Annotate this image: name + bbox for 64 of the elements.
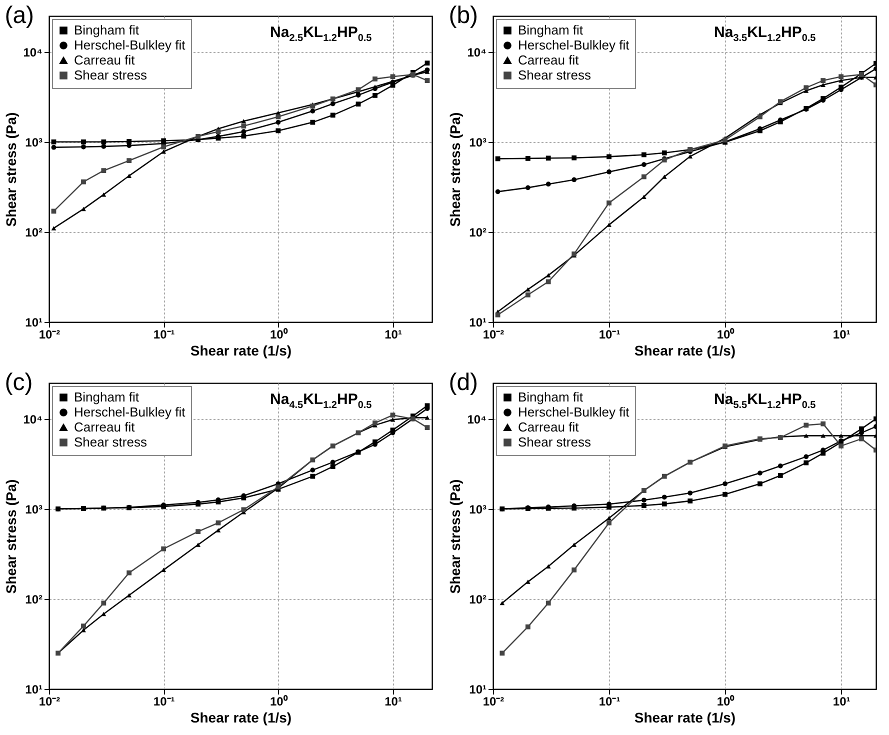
y-axis-title: Shear stress (Pa) — [447, 479, 464, 594]
x-tick-label: 10⁻¹ — [598, 328, 620, 342]
annotation: Na$_{3.5}$KL$_{1.2}$HP$_{0.5}$ — [714, 24, 816, 44]
legend-label: Herschel-Bulkley fit — [518, 404, 630, 420]
y-tick-label: 10³ — [25, 135, 43, 150]
y-tick-label: 10¹ — [469, 682, 487, 696]
annotation: Na$_{4.5}$KL$_{1.2}$HP$_{0.5}$ — [270, 391, 372, 411]
x-tick-label: 10⁰ — [270, 328, 288, 342]
x-tick-label: 10⁻² — [482, 328, 504, 342]
x-tick-label: 10⁰ — [716, 328, 736, 342]
legend-label: Carreau fit — [518, 420, 580, 434]
y-tick-label: 10³ — [25, 502, 43, 516]
y-axis-title: Shear stress (Pa) — [3, 479, 20, 594]
legend-label: Herschel-Bulkley fit — [518, 38, 630, 52]
legend-label: Carreau fit — [74, 420, 136, 434]
x-tick-label: 10⁻¹ — [153, 328, 175, 342]
x-tick-label: 10¹ — [832, 328, 850, 342]
annotation: Na$_{2.5}$KL$_{1.2}$HP$_{0.5}$ — [270, 24, 372, 44]
y-tick-label: 10⁴ — [467, 412, 487, 426]
y-tick-label: 10³ — [469, 502, 487, 516]
legend-label: Herschel-Bulkley fit — [74, 404, 186, 420]
legend-label: Bingham fit — [74, 22, 140, 38]
x-tick-label: 10⁻² — [38, 328, 60, 342]
y-axis-title: Shear stress (Pa) — [447, 112, 464, 227]
y-tick-label: 10⁴ — [23, 412, 43, 426]
legend-label: Carreau fit — [518, 52, 580, 68]
legend-label: Carreau fit — [74, 52, 136, 68]
legend-label: Shear stress — [74, 68, 148, 82]
x-tick-label: 10¹ — [384, 694, 402, 708]
x-tick-label: 10⁰ — [270, 694, 288, 708]
y-tick-label: 10¹ — [25, 316, 43, 330]
y-tick-label: 10³ — [469, 135, 487, 150]
chart-title: (c) — [4, 369, 33, 396]
y-tick-label: 10² — [25, 592, 43, 606]
x-tick-label: 10⁻² — [482, 694, 504, 708]
x-axis-title: Shear rate (1/s) — [190, 342, 292, 358]
legend-label: Bingham fit — [74, 390, 140, 404]
legend-label: Bingham fit — [518, 22, 584, 38]
x-tick-label: 10¹ — [384, 328, 402, 342]
chart-title: (d) — [448, 369, 478, 396]
x-tick-label: 10⁰ — [716, 694, 736, 708]
y-tick-label: 10⁴ — [23, 45, 43, 60]
x-axis-title: Shear rate (1/s) — [634, 710, 736, 726]
y-tick-label: 10² — [469, 225, 487, 240]
x-axis-title: Shear rate (1/s) — [634, 342, 736, 358]
x-tick-label: 10⁻¹ — [153, 694, 175, 708]
legend-label: Bingham fit — [518, 390, 584, 404]
x-axis-title: Shear rate (1/s) — [190, 710, 292, 726]
y-tick-label: 10¹ — [469, 316, 487, 330]
legend-label: Shear stress — [518, 68, 592, 82]
legend-label: Herschel-Bulkley fit — [74, 38, 186, 52]
y-tick-label: 10² — [25, 225, 43, 240]
y-tick-label: 10¹ — [25, 682, 43, 696]
y-axis-title: Shear stress (Pa) — [3, 112, 20, 227]
y-tick-label: 10² — [469, 592, 487, 606]
chart-title: (a) — [4, 2, 34, 29]
x-tick-label: 10¹ — [832, 694, 850, 708]
y-tick-label: 10⁴ — [467, 45, 487, 60]
chart-title: (b) — [448, 2, 478, 29]
x-tick-label: 10⁻¹ — [598, 694, 620, 708]
x-tick-label: 10⁻² — [38, 694, 60, 708]
annotation: Na$_{5.5}$KL$_{1.2}$HP$_{0.5}$ — [714, 391, 816, 411]
legend-label: Shear stress — [518, 434, 592, 450]
legend-label: Shear stress — [74, 434, 148, 450]
